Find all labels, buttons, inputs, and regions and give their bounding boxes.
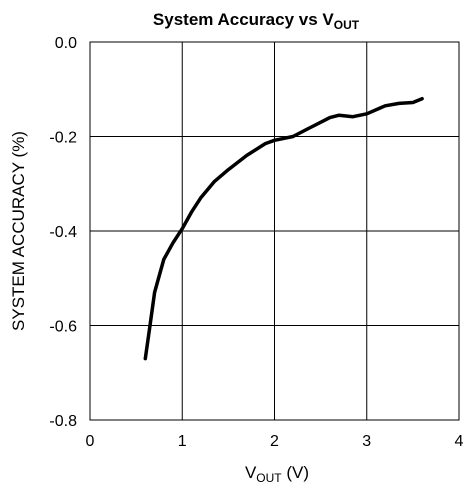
series-line [143,96,424,361]
x-axis-label-subscript: OUT [256,471,282,485]
x-tick-label-4: 4 [455,433,464,450]
x-tick-label-0: 0 [86,433,95,450]
y-tick-label-3: -0.6 [49,319,77,336]
plot-area [89,41,460,421]
x-tick-label-1: 1 [178,433,187,450]
y-tick-label-0: 0.0 [55,35,77,52]
x-axis-label-main: V [245,463,257,482]
grid-lines [90,42,459,420]
x-tick-label-2: 2 [270,433,279,450]
y-tick-label-4: -0.8 [49,413,77,430]
y-axis-ticks: 0.0 -0.2 -0.4 -0.6 -0.8 [49,35,77,430]
y-tick-label-1: -0.2 [49,130,77,147]
chart-title-main: System Accuracy vs V [153,10,334,29]
x-axis-label: VOUT (V) [245,463,309,485]
chart-title-subscript: OUT [334,18,360,32]
y-axis-label: SYSTEM ACCURACY (%) [9,131,28,331]
y-tick-label-2: -0.4 [49,224,77,241]
x-axis-ticks: 0 1 2 3 4 [86,433,464,450]
x-tick-label-3: 3 [362,433,371,450]
chart-title: System Accuracy vs VOUT [153,10,360,32]
x-axis-label-suffix: (V) [282,463,309,482]
